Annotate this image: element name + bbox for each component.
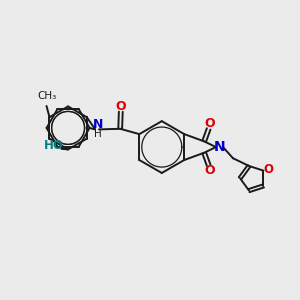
- Text: O: O: [204, 164, 214, 177]
- Text: CH₃: CH₃: [37, 91, 56, 101]
- Text: N: N: [214, 140, 226, 154]
- Text: N: N: [93, 118, 103, 131]
- Text: O: O: [204, 117, 214, 130]
- Text: O: O: [264, 163, 274, 176]
- Text: HO: HO: [44, 139, 64, 152]
- Text: H: H: [94, 128, 102, 139]
- Text: O: O: [116, 100, 126, 113]
